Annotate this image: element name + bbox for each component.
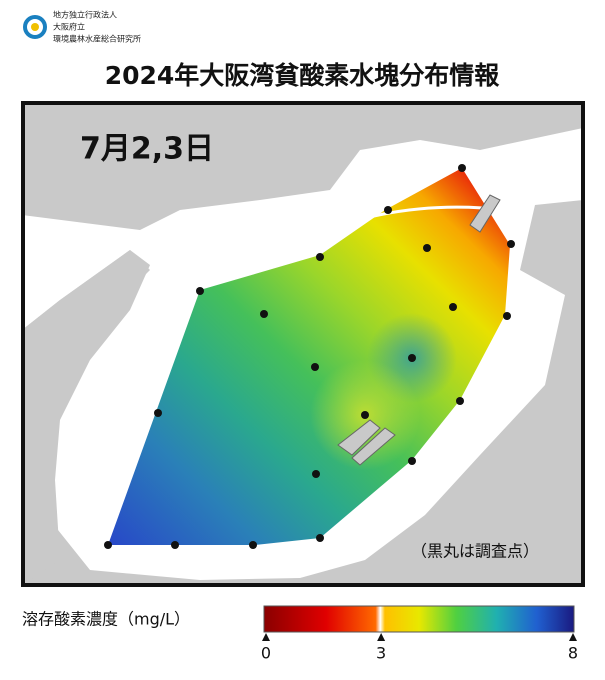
survey-point: [196, 287, 204, 295]
title: 2024年大阪湾貧酸素水塊分布情報: [105, 61, 501, 90]
survey-point: [316, 253, 324, 261]
survey-point: [503, 312, 511, 320]
survey-point: [408, 354, 416, 362]
date-label: 7月2,3日: [80, 132, 214, 167]
survey-point: [507, 240, 515, 248]
survey-point: [311, 363, 319, 371]
map-frame: [21, 101, 585, 587]
tick-label: 3: [376, 644, 386, 663]
tick-mark: [569, 633, 577, 641]
survey-point: [316, 534, 324, 542]
tick-mark: [262, 633, 270, 641]
island: [23, 250, 150, 585]
survey-point: [449, 303, 457, 311]
survey-point: [384, 206, 392, 214]
survey-points: [104, 164, 515, 549]
logo: 地方独立行政法人 大阪府立 環境農林水産総合研究所: [23, 10, 141, 44]
logo-mark: [23, 15, 47, 39]
survey-point: [260, 310, 268, 318]
logo-text: 大阪府立: [53, 22, 85, 32]
survey-point: [104, 541, 112, 549]
color-bar-ticks: 0 3 8: [261, 633, 578, 663]
tick-label: 0: [261, 644, 271, 663]
island: [469, 194, 501, 233]
legend-label: 溶存酸素濃度（mg/L）: [22, 610, 190, 629]
survey-point: [312, 470, 320, 478]
survey-point: [408, 457, 416, 465]
survey-point: [154, 409, 162, 417]
island: [337, 419, 396, 466]
survey-point: [361, 411, 369, 419]
survey-point: [171, 541, 179, 549]
logo-text: 地方独立行政法人: [53, 10, 117, 20]
survey-point: [456, 397, 464, 405]
map: [23, 103, 583, 585]
color-bar: [263, 605, 575, 633]
survey-point: [249, 541, 257, 549]
survey-point: [423, 244, 431, 252]
tick-mark: [377, 633, 386, 641]
note: （黒丸は調査点）: [411, 542, 539, 561]
logo-mark: [31, 23, 39, 31]
logo-text: 環境農林水産総合研究所: [53, 34, 141, 44]
survey-point: [458, 164, 466, 172]
tick-label: 8: [568, 644, 578, 663]
